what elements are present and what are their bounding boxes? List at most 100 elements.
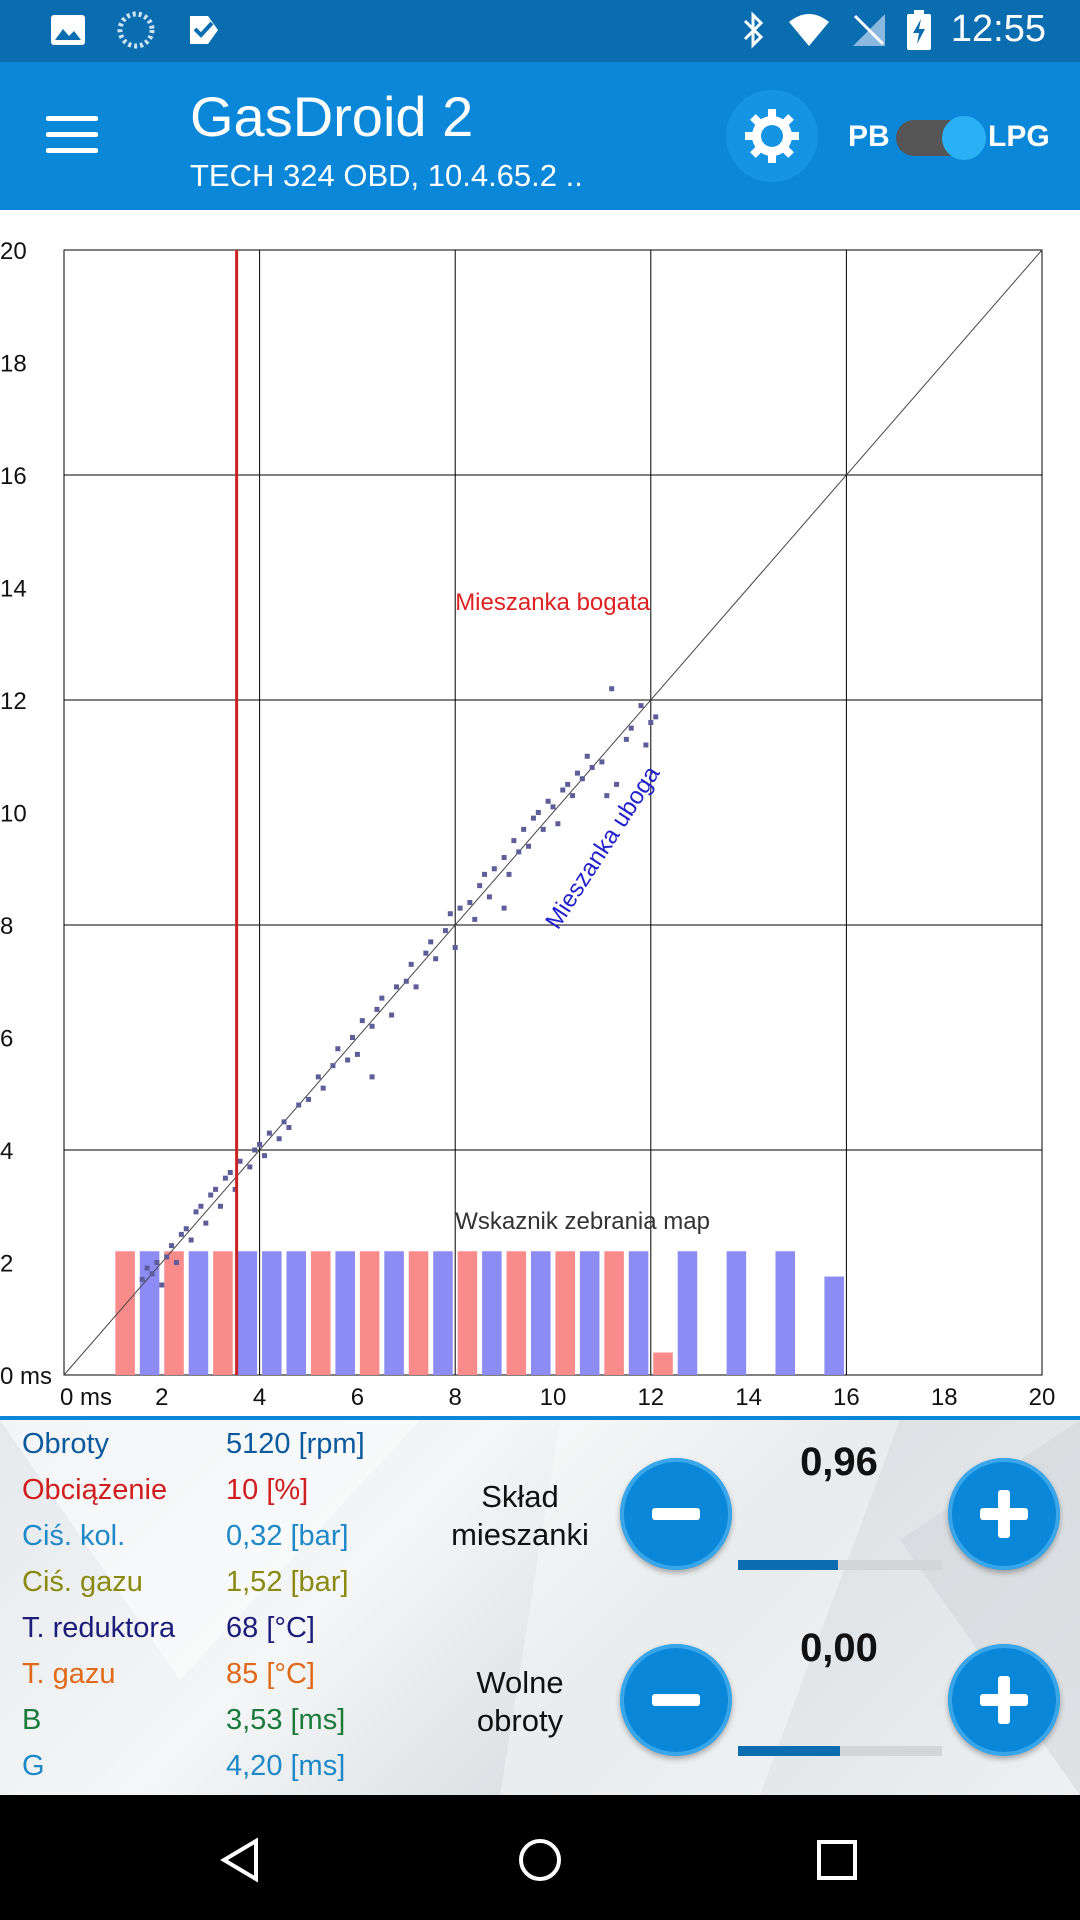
scatter-point bbox=[335, 1046, 341, 1052]
home-button[interactable] bbox=[515, 1835, 565, 1885]
scatter-point bbox=[247, 1164, 253, 1170]
param-label: G bbox=[22, 1750, 45, 1782]
fuel-toggle[interactable] bbox=[896, 114, 986, 162]
param-value: 0,32 [bar] bbox=[226, 1520, 349, 1552]
param-value: 68 [°C] bbox=[226, 1612, 315, 1644]
idle-label-line1: Wolne bbox=[476, 1665, 564, 1700]
x-tick-label: 2 bbox=[155, 1384, 168, 1411]
map-bar bbox=[213, 1251, 233, 1375]
map-bar bbox=[335, 1251, 355, 1375]
reference-diagonal bbox=[63, 249, 1043, 1376]
axis-ticks: 0 ms 2 4 6 8 10 12 14 16 18 20 0 ms 2 4 6 8 10 12 14 16 18 20 bbox=[0, 238, 1055, 1411]
scatter-point bbox=[521, 826, 527, 832]
scatter-point bbox=[428, 939, 434, 945]
map-bar bbox=[262, 1251, 282, 1375]
loading-icon bbox=[116, 11, 156, 49]
scatter-point bbox=[320, 1085, 326, 1091]
x-tick-label: 8 bbox=[449, 1384, 462, 1411]
scatter-point bbox=[599, 759, 605, 765]
scatter-point bbox=[457, 905, 463, 911]
minus-icon bbox=[652, 1508, 700, 1520]
scatter-point bbox=[653, 714, 659, 720]
scatter-point bbox=[227, 1170, 233, 1175]
scatter-point bbox=[154, 1260, 160, 1265]
map-indicator-label: Wskaznik zebrania map bbox=[455, 1208, 710, 1235]
mixture-decrease-button[interactable] bbox=[620, 1458, 732, 1570]
scatter-point bbox=[433, 956, 439, 962]
recents-button[interactable] bbox=[812, 1835, 862, 1885]
scatter-point bbox=[359, 1018, 365, 1024]
scatter-point bbox=[477, 883, 483, 889]
bluetooth-icon bbox=[743, 10, 764, 49]
scatter-point bbox=[350, 1035, 356, 1040]
scatter-point bbox=[501, 855, 507, 860]
plus-icon bbox=[980, 1676, 1028, 1724]
settings-button[interactable] bbox=[726, 90, 818, 182]
y-tick-label: 14 bbox=[0, 576, 27, 603]
scatter-point bbox=[281, 1119, 287, 1125]
idle-value: 0,00 bbox=[800, 1626, 878, 1670]
scatter-point bbox=[159, 1282, 165, 1288]
map-bar bbox=[408, 1251, 429, 1375]
map-bar bbox=[653, 1352, 673, 1375]
scatter-point bbox=[193, 1209, 199, 1215]
map-bar bbox=[824, 1276, 844, 1375]
param-label: Obroty bbox=[22, 1428, 110, 1460]
map-bar bbox=[164, 1251, 184, 1375]
status-bar: 12:55 bbox=[0, 0, 1080, 62]
scatter-point bbox=[374, 1006, 380, 1012]
idle-decrease-button[interactable] bbox=[620, 1644, 732, 1756]
scatter-point bbox=[354, 1051, 360, 1057]
scatter-point bbox=[589, 765, 595, 770]
scatter-point bbox=[173, 1260, 179, 1265]
scatter-point bbox=[486, 894, 492, 900]
pb-label: PB bbox=[848, 120, 890, 153]
scatter-point bbox=[506, 871, 512, 877]
param-value: 1,52 [bar] bbox=[226, 1566, 349, 1598]
scatter-point bbox=[222, 1175, 228, 1181]
scatter-point bbox=[345, 1057, 351, 1063]
map-bar bbox=[530, 1251, 551, 1375]
y-tick-label: 2 bbox=[0, 1251, 13, 1278]
map-bar bbox=[310, 1251, 331, 1375]
menu-button[interactable] bbox=[46, 116, 98, 156]
scatter-point bbox=[183, 1226, 189, 1232]
param-value: 10 [%] bbox=[226, 1474, 309, 1506]
reference-line bbox=[63, 249, 1043, 1376]
map-bar bbox=[775, 1251, 796, 1375]
mixture-increase-button[interactable] bbox=[948, 1458, 1060, 1570]
param-label: Obciążenie bbox=[22, 1474, 168, 1506]
scatter-point bbox=[574, 770, 580, 776]
map-bar bbox=[286, 1251, 307, 1375]
map-bar bbox=[555, 1251, 576, 1375]
map-bar bbox=[726, 1251, 747, 1375]
mixture-label-line1: Skład bbox=[481, 1479, 559, 1514]
check-icon bbox=[184, 12, 224, 48]
scatter-point bbox=[535, 810, 541, 815]
param-label: Ciś. gazu bbox=[22, 1566, 143, 1598]
scatter-point bbox=[584, 753, 590, 759]
scatter-point bbox=[403, 978, 409, 984]
scatter-point bbox=[188, 1237, 194, 1243]
scatter-point bbox=[604, 793, 610, 799]
param-value: 5120 [rpm] bbox=[226, 1428, 365, 1460]
scatter-point bbox=[565, 781, 571, 787]
scatter-point bbox=[638, 703, 644, 709]
no-sim-icon bbox=[852, 13, 885, 46]
scatter-point bbox=[550, 804, 556, 810]
back-button[interactable] bbox=[216, 1835, 266, 1885]
system-icons: 12:55 bbox=[741, 8, 1046, 51]
idle-increase-button[interactable] bbox=[948, 1644, 1060, 1756]
param-value: 4,20 [ms] bbox=[226, 1750, 346, 1782]
map-bar bbox=[506, 1251, 527, 1375]
scatter-point bbox=[178, 1231, 184, 1237]
scatter-point bbox=[369, 1074, 375, 1080]
app-bar: GasDroid 2 TECH 324 OBD, 10.4.65.2 .. PB… bbox=[0, 62, 1080, 210]
mixture-value: 0,96 bbox=[800, 1440, 878, 1484]
scatter-point bbox=[276, 1136, 282, 1142]
scatter-point bbox=[408, 961, 414, 967]
scatter-point bbox=[237, 1158, 243, 1164]
param-label: T. gazu bbox=[22, 1658, 116, 1690]
x-tick-label: 18 bbox=[931, 1384, 958, 1411]
scatter-point bbox=[286, 1125, 292, 1130]
